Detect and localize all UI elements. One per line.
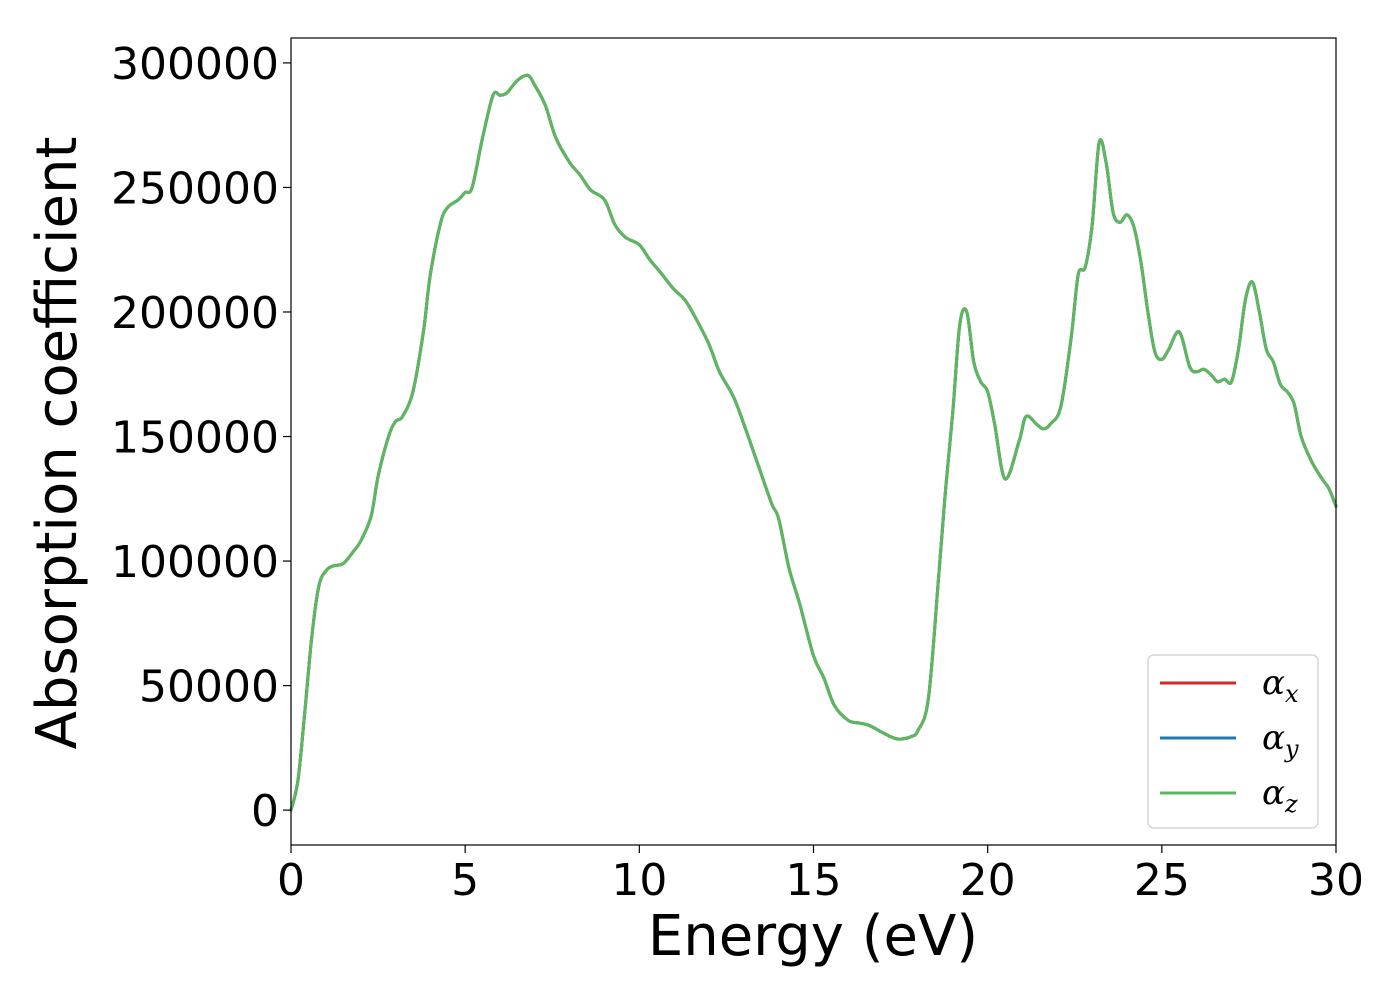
legend-label: αy: [1262, 718, 1299, 763]
legend-label: αx: [1262, 663, 1299, 708]
x-tick-label: 5: [451, 855, 479, 906]
y-tick-label: 150000: [111, 413, 279, 464]
x-tick-label: 0: [277, 855, 305, 906]
x-axis: 0 5 10 15 20 25 30: [277, 845, 1364, 906]
x-tick-label: 15: [786, 855, 842, 906]
x-tick-label: 10: [611, 855, 667, 906]
series-line-z: [289, 73, 1338, 812]
y-tick-label: 50000: [139, 662, 279, 713]
series-layer: [289, 73, 1338, 812]
legend-label: αz: [1262, 773, 1298, 818]
y-axis-title: Absorption coefficient: [25, 137, 90, 750]
y-axis: 0 50000 100000 150000 200000 250000 300000: [111, 39, 291, 837]
y-tick-label: 100000: [111, 537, 279, 588]
legend-entries: αx αy αz: [1160, 663, 1299, 818]
x-tick-label: 30: [1308, 855, 1364, 906]
y-tick-label: 300000: [111, 39, 279, 90]
y-tick-label: 250000: [111, 163, 279, 214]
x-tick-label: 25: [1134, 855, 1190, 906]
x-tick-label: 20: [960, 855, 1016, 906]
y-tick-label: 200000: [111, 288, 279, 339]
legend: αx αy αz: [1147, 654, 1319, 829]
x-axis-title: Energy (eV): [648, 904, 978, 969]
legend-box: [1147, 654, 1319, 829]
y-tick-label: 0: [251, 786, 279, 837]
